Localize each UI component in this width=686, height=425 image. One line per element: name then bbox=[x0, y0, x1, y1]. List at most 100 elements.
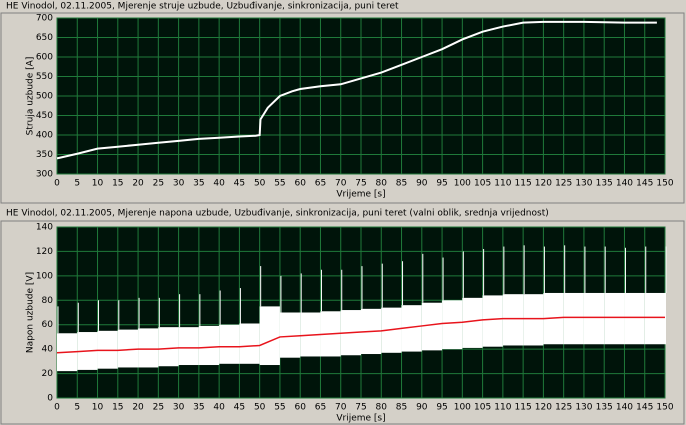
range-band bbox=[178, 327, 199, 366]
x-tick-label: 60 bbox=[294, 179, 306, 189]
x-tick-label: 65 bbox=[315, 179, 326, 189]
x-tick-label: 145 bbox=[636, 403, 653, 413]
y-tick-label: 0 bbox=[47, 394, 53, 404]
x-tick-label: 10 bbox=[92, 403, 104, 413]
y-tick-label: 600 bbox=[36, 53, 53, 63]
x-tick-label: 90 bbox=[416, 403, 428, 413]
y-axis-label: Struja uzbude [A] bbox=[26, 57, 36, 136]
y-tick-label: 300 bbox=[36, 170, 53, 180]
x-tick-label: 130 bbox=[575, 403, 592, 413]
x-tick-label: 145 bbox=[636, 179, 653, 189]
x-tick-label: 100 bbox=[454, 179, 471, 189]
chart-title: HE Vinodol, 02.11.2005, Mjerenje struje … bbox=[6, 2, 399, 12]
range-band bbox=[482, 295, 503, 347]
range-band bbox=[604, 292, 625, 345]
x-tick-label: 105 bbox=[474, 403, 491, 413]
chart-title: HE Vinodol, 02.11.2005, Mjerenje napona … bbox=[6, 209, 549, 219]
x-tick-label: 50 bbox=[254, 403, 266, 413]
x-tick-label: 85 bbox=[396, 179, 407, 189]
range-band bbox=[523, 294, 544, 346]
x-tick-label: 40 bbox=[213, 403, 225, 413]
x-tick-label: 115 bbox=[515, 179, 532, 189]
x-tick-label: 70 bbox=[335, 179, 347, 189]
x-tick-label: 15 bbox=[112, 403, 123, 413]
x-tick-label: 5 bbox=[74, 403, 80, 413]
x-tick-label: 110 bbox=[494, 179, 511, 189]
x-axis-label: Vrijeme [s] bbox=[336, 414, 385, 424]
x-tick-label: 0 bbox=[54, 179, 60, 189]
x-tick-label: 100 bbox=[454, 403, 471, 413]
y-tick-label: 20 bbox=[42, 369, 54, 379]
range-band bbox=[462, 297, 483, 348]
x-tick-label: 80 bbox=[376, 179, 388, 189]
x-tick-label: 10 bbox=[92, 179, 104, 189]
y-tick-label: 500 bbox=[36, 92, 53, 102]
x-tick-label: 70 bbox=[335, 403, 347, 413]
x-tick-label: 20 bbox=[132, 179, 144, 189]
x-tick-label: 150 bbox=[656, 403, 673, 413]
x-tick-label: 30 bbox=[173, 179, 185, 189]
range-band bbox=[665, 292, 666, 345]
range-band bbox=[644, 292, 665, 345]
range-band bbox=[583, 292, 605, 345]
x-tick-label: 35 bbox=[193, 403, 204, 413]
y-tick-label: 80 bbox=[42, 296, 54, 306]
range-band bbox=[502, 294, 524, 346]
x-tick-label: 45 bbox=[234, 403, 245, 413]
x-tick-label: 75 bbox=[355, 179, 366, 189]
y-tick-label: 400 bbox=[36, 131, 53, 141]
x-tick-label: 45 bbox=[234, 179, 245, 189]
range-band bbox=[138, 328, 159, 368]
y-tick-label: 40 bbox=[42, 345, 54, 355]
x-tick-label: 30 bbox=[173, 403, 185, 413]
x-tick-label: 20 bbox=[132, 403, 144, 413]
x-tick-label: 120 bbox=[535, 403, 552, 413]
range-band bbox=[259, 306, 280, 366]
x-tick-label: 60 bbox=[294, 403, 306, 413]
range-band bbox=[563, 292, 584, 345]
range-band bbox=[198, 325, 220, 366]
x-tick-label: 140 bbox=[616, 179, 633, 189]
x-tick-label: 75 bbox=[355, 403, 366, 413]
x-tick-label: 80 bbox=[376, 403, 388, 413]
y-tick-label: 650 bbox=[36, 33, 53, 43]
x-axis-label: Vrijeme [s] bbox=[336, 190, 385, 200]
range-band bbox=[401, 305, 422, 352]
x-tick-label: 140 bbox=[616, 403, 633, 413]
y-tick-label: 350 bbox=[36, 150, 53, 160]
range-band bbox=[239, 323, 260, 364]
x-tick-label: 15 bbox=[112, 179, 123, 189]
range-band bbox=[442, 300, 463, 350]
x-tick-label: 65 bbox=[315, 403, 326, 413]
x-tick-label: 55 bbox=[274, 403, 285, 413]
x-tick-label: 25 bbox=[153, 403, 164, 413]
y-tick-label: 120 bbox=[36, 247, 53, 257]
y-tick-label: 700 bbox=[36, 14, 53, 24]
x-tick-label: 55 bbox=[274, 179, 285, 189]
x-tick-label: 125 bbox=[555, 403, 572, 413]
range-band bbox=[279, 312, 301, 358]
x-tick-label: 95 bbox=[436, 179, 447, 189]
x-tick-label: 90 bbox=[416, 179, 428, 189]
range-band bbox=[219, 324, 240, 364]
y-tick-label: 100 bbox=[36, 271, 53, 281]
x-tick-label: 130 bbox=[575, 179, 592, 189]
x-tick-label: 25 bbox=[153, 179, 164, 189]
x-tick-label: 110 bbox=[494, 403, 511, 413]
x-tick-label: 0 bbox=[54, 403, 60, 413]
data-line bbox=[56, 316, 665, 354]
x-tick-label: 105 bbox=[474, 179, 491, 189]
range-band bbox=[421, 302, 443, 351]
x-tick-label: 5 bbox=[74, 179, 80, 189]
x-tick-label: 50 bbox=[254, 179, 266, 189]
range-band bbox=[117, 329, 139, 368]
y-tick-label: 550 bbox=[36, 72, 53, 82]
range-band bbox=[624, 292, 645, 345]
x-tick-label: 40 bbox=[213, 179, 225, 189]
x-tick-label: 135 bbox=[596, 179, 613, 189]
x-tick-label: 85 bbox=[396, 403, 407, 413]
y-axis-label: Napon uzbude [V] bbox=[26, 272, 36, 353]
y-tick-label: 140 bbox=[36, 223, 53, 233]
x-tick-label: 125 bbox=[555, 179, 572, 189]
